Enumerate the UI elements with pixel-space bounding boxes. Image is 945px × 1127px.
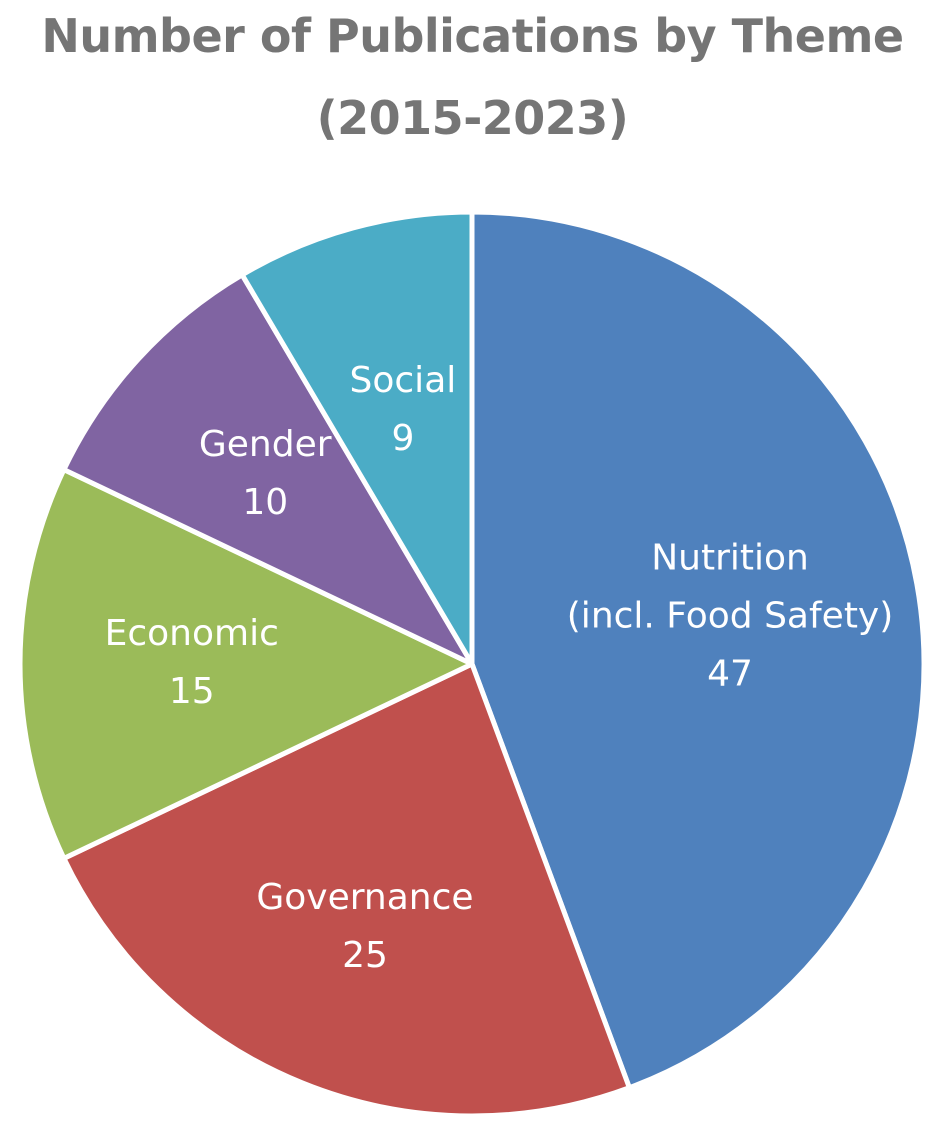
data-label-gender-name: Gender xyxy=(199,424,332,465)
data-label-nutrition-name-line2: (incl. Food Safety) xyxy=(567,596,894,637)
pie-slice-social xyxy=(239,209,475,667)
pie-slice-governance xyxy=(61,661,632,1119)
data-label-nutrition-name: Nutrition xyxy=(651,538,809,579)
pie-slice-economic xyxy=(17,467,475,861)
pie-slice-nutrition xyxy=(469,209,927,1091)
pie-slices xyxy=(17,209,927,1119)
data-label-social-value: 9 xyxy=(391,418,414,459)
data-label-governance-name: Governance xyxy=(256,877,473,918)
data-label-economic-value: 15 xyxy=(169,671,215,712)
data-label-social-name: Social xyxy=(350,360,457,401)
pie-data-labels: Nutrition (incl. Food Safety) 47 Governance… xyxy=(105,360,894,976)
data-label-nutrition-value: 47 xyxy=(707,654,753,695)
data-label-gender-value: 10 xyxy=(242,482,288,523)
pie-slice-gender xyxy=(61,272,475,667)
chart-title: Number of Publications by Theme xyxy=(41,9,904,63)
data-label-economic-name: Economic xyxy=(105,613,279,654)
data-label-governance-value: 25 xyxy=(342,935,388,976)
chart-subtitle: (2015-2023) xyxy=(316,91,629,145)
